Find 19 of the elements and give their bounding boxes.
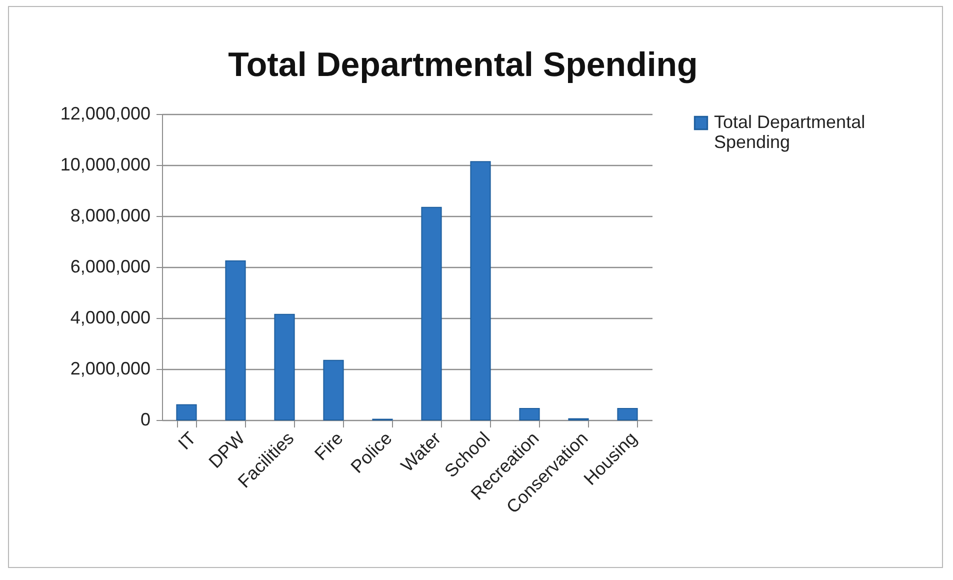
y-tick-label: 10,000,000 (60, 154, 150, 174)
chart-title: Total Departmental Spending (228, 46, 698, 84)
bar (519, 408, 540, 420)
bar (274, 314, 295, 420)
bar (323, 360, 344, 420)
legend-label: Total Departmental Spending (714, 112, 866, 152)
y-tick-label: 2,000,000 (70, 358, 150, 378)
y-tick-label: 6,000,000 (70, 256, 150, 276)
y-tick-label: 8,000,000 (70, 206, 150, 226)
bar (470, 161, 491, 420)
bar (617, 408, 638, 420)
bar (176, 404, 197, 420)
y-tick-label: 4,000,000 (70, 308, 150, 328)
x-tick-label: Fire (310, 428, 347, 464)
x-tick-label: IT (174, 428, 200, 454)
y-tick-label: 12,000,000 (60, 104, 150, 124)
bar (421, 206, 442, 420)
y-tick-label: 0 (140, 410, 150, 430)
bar (225, 260, 246, 420)
